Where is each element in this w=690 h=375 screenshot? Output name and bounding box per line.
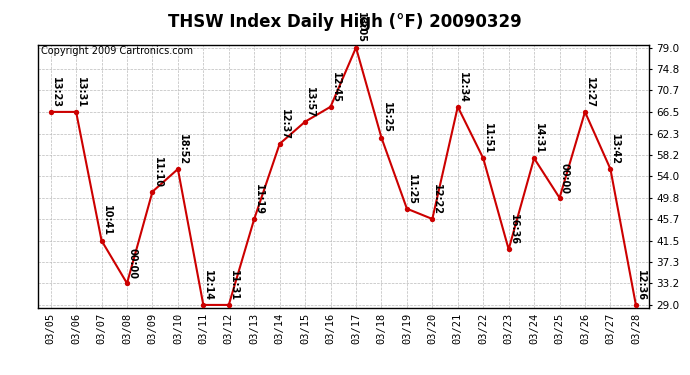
Point <box>248 216 259 222</box>
Text: 11:25: 11:25 <box>407 174 417 204</box>
Point <box>580 109 591 115</box>
Point <box>224 302 235 308</box>
Text: 15:25: 15:25 <box>382 102 391 134</box>
Text: 12:36: 12:36 <box>636 270 646 301</box>
Text: 00:00: 00:00 <box>127 248 137 279</box>
Text: 13:57: 13:57 <box>305 87 315 117</box>
Point <box>605 166 616 172</box>
Text: 11:31: 11:31 <box>229 270 239 301</box>
Text: 14:31: 14:31 <box>534 123 544 154</box>
Point <box>452 104 463 110</box>
Point <box>147 189 158 195</box>
Point <box>477 155 489 161</box>
Text: 12:14: 12:14 <box>204 270 213 301</box>
Text: 18:52: 18:52 <box>178 134 188 165</box>
Point <box>529 155 540 161</box>
Text: 13:05: 13:05 <box>356 12 366 44</box>
Point <box>427 216 438 222</box>
Text: 13:23: 13:23 <box>50 77 61 108</box>
Point <box>274 141 285 147</box>
Point <box>198 302 209 308</box>
Text: 11:19: 11:19 <box>254 184 264 215</box>
Text: 16:36: 16:36 <box>509 214 519 245</box>
Text: Copyright 2009 Cartronics.com: Copyright 2009 Cartronics.com <box>41 46 193 56</box>
Point <box>45 109 56 115</box>
Text: 10:41: 10:41 <box>101 206 112 236</box>
Point <box>351 45 362 51</box>
Text: 11:51: 11:51 <box>483 123 493 154</box>
Point <box>554 195 565 201</box>
Point <box>376 135 387 141</box>
Text: 13:31: 13:31 <box>76 77 86 108</box>
Point <box>325 104 336 110</box>
Text: 12:27: 12:27 <box>585 77 595 108</box>
Text: 11:10: 11:10 <box>152 156 162 188</box>
Point <box>402 206 413 212</box>
Text: THSW Index Daily High (°F) 20090329: THSW Index Daily High (°F) 20090329 <box>168 13 522 31</box>
Point <box>631 302 642 308</box>
Text: 13:42: 13:42 <box>611 134 620 165</box>
Text: 12:22: 12:22 <box>433 184 442 215</box>
Point <box>299 119 310 125</box>
Point <box>172 166 184 172</box>
Point <box>70 109 81 115</box>
Point <box>96 238 107 244</box>
Point <box>503 246 514 252</box>
Text: 00:00: 00:00 <box>560 163 569 194</box>
Text: 12:45: 12:45 <box>331 72 341 103</box>
Text: 12:37: 12:37 <box>279 109 290 140</box>
Point <box>121 280 132 286</box>
Text: 12:34: 12:34 <box>457 72 468 103</box>
